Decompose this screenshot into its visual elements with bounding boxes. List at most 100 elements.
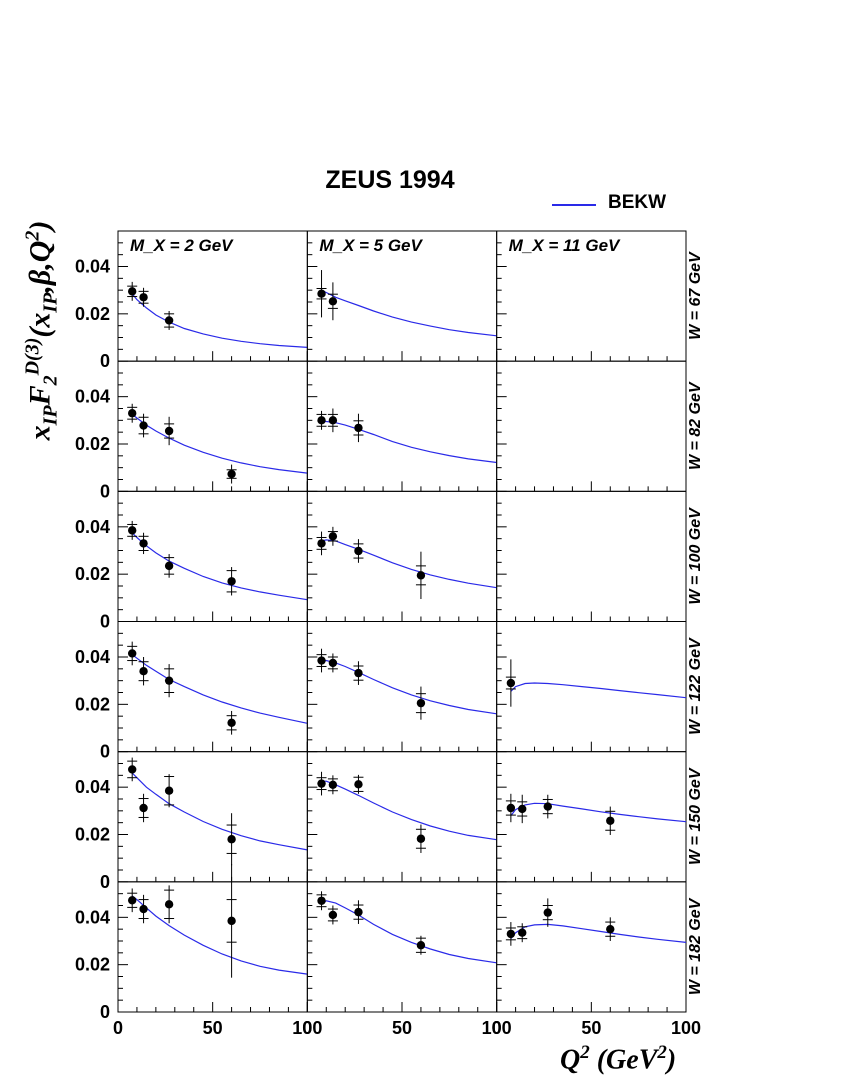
data-point-r4-c0-1 xyxy=(139,803,148,813)
bekw-curve-r3-c2 xyxy=(510,682,687,699)
data-point-r5-c1-3 xyxy=(416,941,426,950)
data-point-r1-c1-0 xyxy=(317,416,326,425)
bekw-curve-r4-c2 xyxy=(510,802,687,823)
panel-frame-r3-c2 xyxy=(496,621,687,753)
bekw-curve-r5-c2 xyxy=(510,923,687,943)
panel-frame-r2-c0 xyxy=(117,490,308,623)
panel-frame-r4-c1 xyxy=(306,751,498,883)
y-tick-label: 0.04 xyxy=(75,777,110,797)
y-tick-label: 0.04 xyxy=(75,907,110,927)
y-tick-label: 0.04 xyxy=(75,517,110,537)
data-point-r1-c0-2 xyxy=(164,426,174,436)
data-point-r2-c1-1 xyxy=(328,532,338,541)
bekw-curve-r1-c0 xyxy=(131,413,308,474)
data-point-r0-c0-2 xyxy=(164,316,174,325)
data-point-r3-c0-2 xyxy=(164,676,174,685)
data-point-r4-c1-3 xyxy=(416,834,426,843)
y-tick-label: 0.02 xyxy=(75,434,110,454)
bekw-curve-r3-c0 xyxy=(131,654,308,724)
data-point-r5-c2-1 xyxy=(518,928,527,937)
row-label-w-4: W = 150 GeV xyxy=(687,767,704,865)
y-tick-label: 0.02 xyxy=(75,955,110,975)
y-tick-label: 0 xyxy=(100,1002,110,1022)
data-point-r4-c0-2 xyxy=(164,786,174,795)
data-point-r4-c2-0 xyxy=(506,803,516,813)
data-point-r2-c1-3 xyxy=(416,571,426,580)
legend: BEKW xyxy=(552,192,692,218)
data-point-r0-c1-1 xyxy=(328,297,338,306)
bekw-curve-r4-c0 xyxy=(131,772,308,851)
panel-frame-r1-c2 xyxy=(496,360,687,492)
bekw-curve-r0-c1 xyxy=(321,289,497,337)
y-tick-label: 0.04 xyxy=(75,257,110,277)
data-point-r5-c2-0 xyxy=(506,929,516,939)
x-tick-label: 100 xyxy=(671,1018,701,1038)
data-point-r2-c1-2 xyxy=(354,546,363,556)
data-point-r1-c0-1 xyxy=(139,421,148,430)
data-point-r1-c0-0 xyxy=(128,409,137,418)
row-label-w-0: W = 67 GeV xyxy=(687,251,704,340)
bekw-curve-r2-c1 xyxy=(321,539,497,589)
data-point-r3-c1-0 xyxy=(317,656,326,665)
data-point-r4-c2-2 xyxy=(543,802,552,811)
x-tick-label: 0 xyxy=(113,1018,123,1038)
row-label-w-1: W = 82 GeV xyxy=(687,381,704,470)
data-point-r3-c0-0 xyxy=(128,649,137,658)
row-label-w-3: W = 122 GeV xyxy=(687,637,704,735)
x-tick-label: 50 xyxy=(581,1018,601,1038)
x-tick-label: 0 xyxy=(492,1018,502,1038)
bekw-curve-r1-c1 xyxy=(321,420,497,464)
x-tick-label: 50 xyxy=(392,1018,412,1038)
bekw-curve-r0-c0 xyxy=(131,293,308,348)
data-point-r2-c0-1 xyxy=(139,539,148,548)
y-tick-label: 0 xyxy=(100,612,110,632)
y-tick-label: 0.02 xyxy=(75,825,110,845)
panel-frame-r2-c1 xyxy=(306,490,498,623)
data-point-r2-c0-3 xyxy=(227,577,236,586)
y-tick-label: 0.04 xyxy=(75,647,110,667)
y-tick-label: 0.02 xyxy=(75,694,110,714)
data-point-r5-c1-1 xyxy=(328,910,338,920)
panel-frame-r2-c2 xyxy=(496,490,687,623)
panel-frame-r5-c0 xyxy=(117,881,308,1013)
data-point-r0-c0-1 xyxy=(139,293,148,302)
data-point-r3-c0-1 xyxy=(139,667,148,676)
y-tick-label: 0.04 xyxy=(75,387,110,407)
data-point-r3-c1-3 xyxy=(416,698,426,708)
bekw-curve-r4-c1 xyxy=(321,780,497,841)
x-tick-label: 50 xyxy=(203,1018,223,1038)
panel-frame-r4-c0 xyxy=(117,751,308,883)
data-point-r0-c1-0 xyxy=(317,289,326,298)
bekw-curve-r2-c0 xyxy=(131,532,308,601)
row-label-w-5: W = 182 GeV xyxy=(687,897,704,995)
panel-frame-r3-c0 xyxy=(117,621,308,753)
bekw-curve-r5-c1 xyxy=(321,900,497,964)
data-point-r2-c0-0 xyxy=(128,526,137,535)
bekw-curve-r3-c1 xyxy=(321,659,497,715)
data-point-r1-c1-2 xyxy=(354,423,363,433)
data-point-r4-c2-1 xyxy=(518,804,527,814)
data-point-r5-c0-3 xyxy=(227,916,236,926)
data-point-r3-c2-0 xyxy=(506,678,516,688)
data-point-r2-c1-0 xyxy=(317,539,326,548)
data-point-r1-c0-3 xyxy=(227,469,236,479)
column-label-mx-1: M_X = 5 GeV xyxy=(319,236,423,255)
data-point-r1-c1-1 xyxy=(328,416,338,425)
legend-swatch-bekw xyxy=(552,204,596,206)
y-tick-label: 0 xyxy=(100,872,110,892)
x-tick-label: 100 xyxy=(292,1018,322,1038)
data-point-r4-c0-0 xyxy=(128,765,137,774)
data-point-r4-c1-1 xyxy=(328,780,338,789)
data-point-r5-c1-2 xyxy=(354,907,363,917)
data-point-r4-c2-3 xyxy=(606,816,615,825)
data-point-r5-c0-2 xyxy=(164,900,174,909)
column-label-mx-0: M_X = 2 GeV xyxy=(130,236,234,255)
panel-frame-r5-c1 xyxy=(306,881,498,1013)
legend-label-bekw: BEKW xyxy=(608,192,667,213)
data-point-r3-c1-1 xyxy=(328,658,338,668)
x-tick-label: 0 xyxy=(302,1018,312,1038)
y-tick-label: 0 xyxy=(100,481,110,501)
data-point-r4-c0-3 xyxy=(227,835,236,844)
x-tick-label: 100 xyxy=(482,1018,512,1038)
panel-frame-r4-c2 xyxy=(496,751,687,883)
